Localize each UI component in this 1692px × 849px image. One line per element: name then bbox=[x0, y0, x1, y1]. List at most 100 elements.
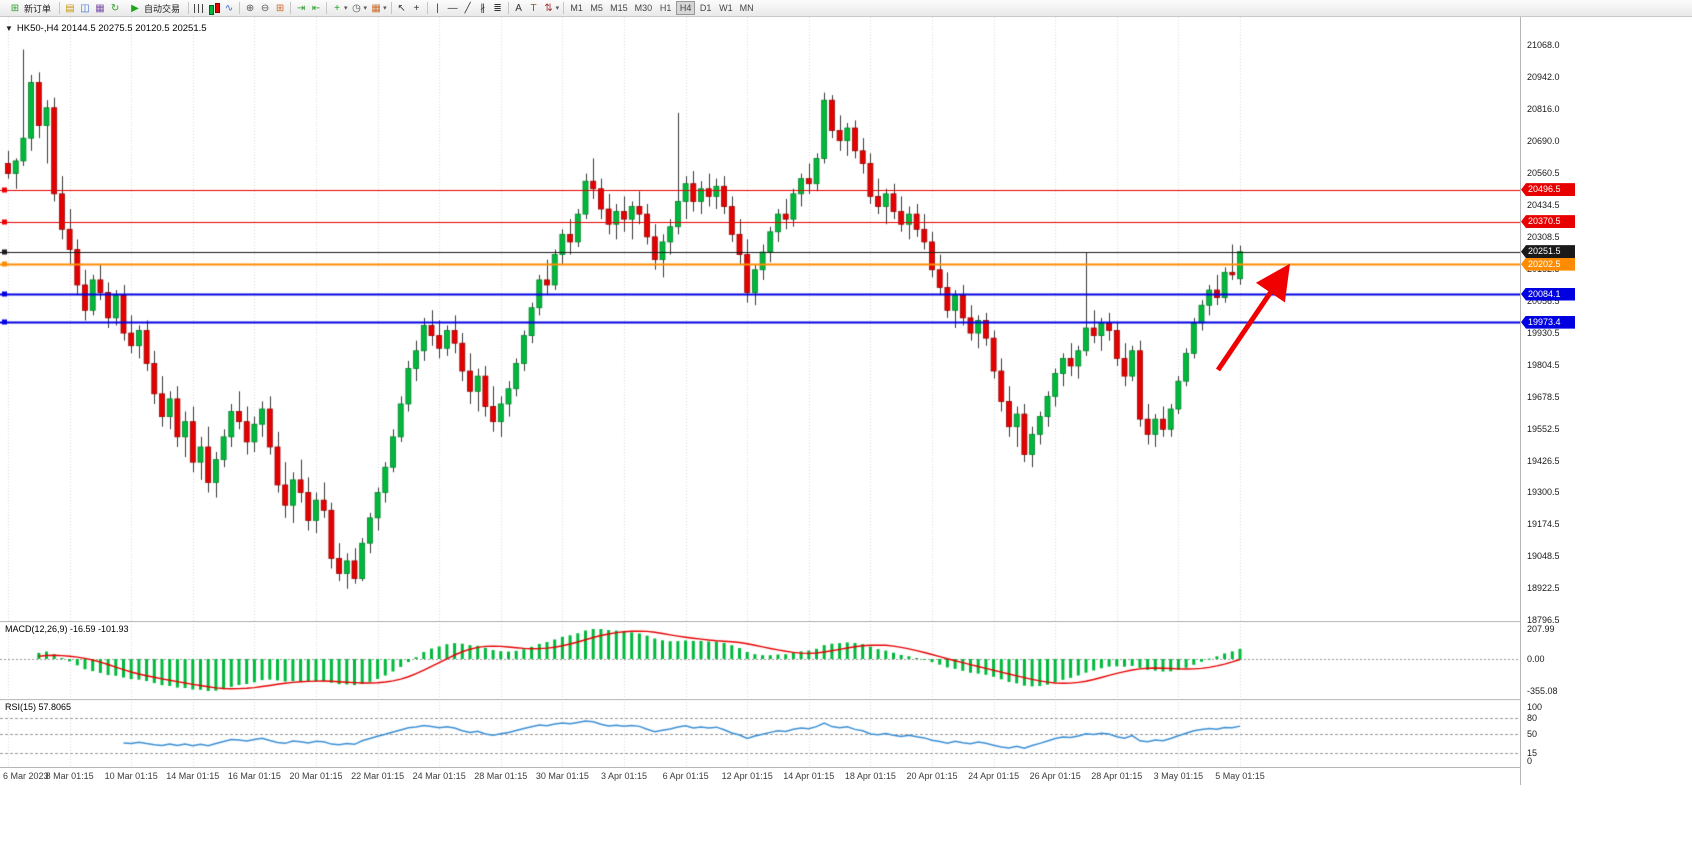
time-label: 20 Apr 01:15 bbox=[906, 771, 958, 781]
price-level-badge: 20496.5 bbox=[1521, 183, 1575, 197]
price-axis-label: 19048.5 bbox=[1527, 551, 1560, 562]
macd-indicator-label: MACD(12,26,9) -16.59 -101.93 bbox=[5, 624, 129, 634]
price-axis-label: 19426.5 bbox=[1527, 455, 1560, 466]
chart-header: ▼ HK50-,H4 20144.5 20275.5 20120.5 20251… bbox=[5, 23, 207, 34]
bar-chart-icon[interactable] bbox=[192, 2, 206, 15]
timeframe-w1[interactable]: W1 bbox=[716, 1, 736, 15]
time-label: 16 Mar 01:15 bbox=[227, 771, 281, 781]
time-label: 24 Mar 01:15 bbox=[412, 771, 466, 781]
time-label: 20 Mar 01:15 bbox=[289, 771, 343, 781]
timeframe-h1[interactable]: H1 bbox=[656, 1, 675, 15]
timeframe-m5[interactable]: M5 bbox=[587, 1, 606, 15]
zoom-in-icon[interactable]: ⊕ bbox=[245, 2, 255, 14]
tile-windows-icon[interactable]: ⊞ bbox=[275, 2, 285, 14]
new-order-button[interactable]: ⊞ 新订单 bbox=[3, 1, 56, 16]
auto-scroll-icon[interactable]: ⇥ bbox=[296, 2, 306, 14]
refresh-icon[interactable]: ↻ bbox=[110, 2, 120, 14]
indicators-button[interactable]: + bbox=[334, 2, 340, 14]
autotrading-button-label: 自动交易 bbox=[144, 3, 181, 14]
toolbar: ⊞ 新订单 ▤ ◫ ▦ ↻ ▶ 自动交易 ∿ ⊕ ⊖ ⊞ ⇥ ⇤ + ▾ ◷ ▾ ▦ ▾ ↖ + | — ╱ ∦ ≣ A T ⇅ ▾ M1 M5… bbox=[0, 0, 1692, 17]
price-axis[interactable]: 21068.0 20942.0 20816.0 20690.0 20560.5 20434… bbox=[1520, 17, 1588, 785]
vertical-line-icon[interactable]: | bbox=[436, 2, 439, 14]
price-axis-label: 21068.0 bbox=[1527, 40, 1560, 50]
autotrading-button[interactable]: ▶ 自动交易 bbox=[123, 1, 185, 16]
cursor-icon[interactable]: ↖ bbox=[397, 2, 406, 14]
rsi-axis-label: 80 bbox=[1527, 712, 1538, 723]
toolbar-separator bbox=[326, 2, 328, 14]
candlestick-chart-icon[interactable] bbox=[207, 2, 221, 15]
macd-panel-canvas[interactable] bbox=[0, 621, 1520, 699]
crosshair-icon[interactable]: + bbox=[413, 2, 420, 14]
arrows-icon[interactable]: ⇅ bbox=[544, 2, 553, 14]
one-click-collapse-icon[interactable]: ▼ bbox=[5, 24, 13, 33]
time-label: 22 Mar 01:15 bbox=[351, 771, 405, 781]
price-axis-label: 19174.5 bbox=[1527, 519, 1560, 530]
timeframe-m30[interactable]: M30 bbox=[632, 1, 656, 15]
periods-button-dropdown-icon[interactable]: ▾ bbox=[363, 5, 368, 12]
price-level-badge: 20084.1 bbox=[1521, 287, 1575, 301]
time-label: 6 Mar 2023 bbox=[3, 771, 49, 781]
toolbar-group: A T ⇅ ▾ bbox=[512, 1, 561, 16]
toolbar-separator bbox=[390, 2, 392, 14]
time-label: 24 Apr 01:15 bbox=[968, 771, 1020, 781]
price-axis-label: 19678.5 bbox=[1527, 391, 1560, 402]
channel-icon[interactable]: ∦ bbox=[480, 2, 486, 14]
macd-axis-label: -355.08 bbox=[1527, 686, 1558, 696]
time-label: 28 Mar 01:15 bbox=[474, 771, 528, 781]
new-order-button-label: 新订单 bbox=[24, 3, 52, 14]
price-level-badge: 20251.5 bbox=[1521, 245, 1575, 259]
macd-axis-label: 0.00 bbox=[1527, 654, 1545, 664]
toolbar-separator bbox=[426, 2, 428, 14]
templates-button-dropdown-icon[interactable]: ▾ bbox=[383, 5, 387, 12]
horizontal-line-icon[interactable]: — bbox=[447, 2, 458, 14]
timeframe-mn[interactable]: MN bbox=[737, 1, 757, 15]
indicators-button-dropdown-icon[interactable]: ▾ bbox=[344, 5, 348, 12]
navigator-icon[interactable]: ▦ bbox=[95, 2, 105, 14]
label-icon[interactable]: T bbox=[530, 2, 537, 14]
toolbar-separator bbox=[563, 2, 565, 14]
price-axis-label: 18922.5 bbox=[1527, 583, 1560, 594]
macd-axis-label: 207.99 bbox=[1527, 624, 1555, 634]
price-axis-label: 19300.5 bbox=[1527, 487, 1560, 498]
rsi-axis-label: 50 bbox=[1527, 729, 1538, 739]
trendline-icon[interactable]: ╱ bbox=[464, 2, 471, 14]
timeframe-m15[interactable]: M15 bbox=[607, 1, 631, 15]
market-watch-icon[interactable]: ▤ bbox=[65, 2, 75, 14]
time-label: 10 Mar 01:15 bbox=[104, 771, 158, 781]
arrows-icon-dropdown-icon[interactable]: ▾ bbox=[555, 5, 560, 12]
templates-button[interactable]: ▦ bbox=[371, 2, 381, 14]
timeframe-h4[interactable]: H4 bbox=[676, 1, 696, 15]
time-axis[interactable]: 6 Mar 2023 8 Mar 01:15 10 Mar 01:15 14 Mar … bbox=[0, 767, 1520, 785]
timeframe-group: M1 M5 M15 M30 H1 H4 D1 W1 MN bbox=[567, 1, 757, 15]
zoom-out-icon[interactable]: ⊖ bbox=[260, 2, 270, 14]
text-icon[interactable]: A bbox=[515, 2, 522, 14]
time-label: 6 Apr 01:15 bbox=[662, 771, 709, 781]
timeframe-d1[interactable]: D1 bbox=[696, 1, 715, 15]
chart-title-text: HK50-,H4 20144.5 20275.5 20120.5 20251.5 bbox=[16, 23, 207, 34]
trend-arrow-annotation[interactable] bbox=[1203, 262, 1299, 380]
price-level-badge: 19973.4 bbox=[1521, 315, 1575, 329]
price-chart-canvas[interactable] bbox=[0, 17, 1520, 621]
time-label: 12 Apr 01:15 bbox=[721, 771, 773, 781]
toolbar-group: ⊞ 新订单 bbox=[3, 1, 56, 16]
price-axis-label: 20434.5 bbox=[1527, 200, 1560, 211]
timeframe-m1[interactable]: M1 bbox=[567, 1, 586, 15]
time-label: 3 May 01:15 bbox=[1153, 771, 1204, 781]
price-axis-label: 20942.0 bbox=[1527, 71, 1560, 82]
time-label: 5 May 01:15 bbox=[1215, 771, 1265, 781]
rsi-axis-label: 0 bbox=[1527, 756, 1533, 766]
time-label: 14 Mar 01:15 bbox=[166, 771, 220, 781]
price-level-badge: 20370.5 bbox=[1521, 215, 1575, 229]
toolbar-group: ⊕ ⊖ ⊞ bbox=[243, 1, 287, 16]
toolbar-group: ▤ ◫ ▦ ↻ ▶ 自动交易 bbox=[63, 1, 185, 16]
time-label: 28 Apr 01:15 bbox=[1091, 771, 1143, 781]
price-axis-label: 20056.5 bbox=[1527, 296, 1560, 307]
rsi-panel-canvas[interactable] bbox=[0, 699, 1520, 767]
chart-shift-icon[interactable]: ⇤ bbox=[311, 2, 321, 14]
fibonacci-icon[interactable]: ≣ bbox=[493, 2, 502, 14]
toolbar-separator bbox=[188, 2, 190, 14]
time-label: 18 Apr 01:15 bbox=[844, 771, 896, 781]
data-window-icon[interactable]: ◫ bbox=[80, 2, 90, 14]
periods-button[interactable]: ◷ bbox=[352, 2, 361, 14]
line-chart-icon[interactable]: ∿ bbox=[224, 2, 234, 14]
